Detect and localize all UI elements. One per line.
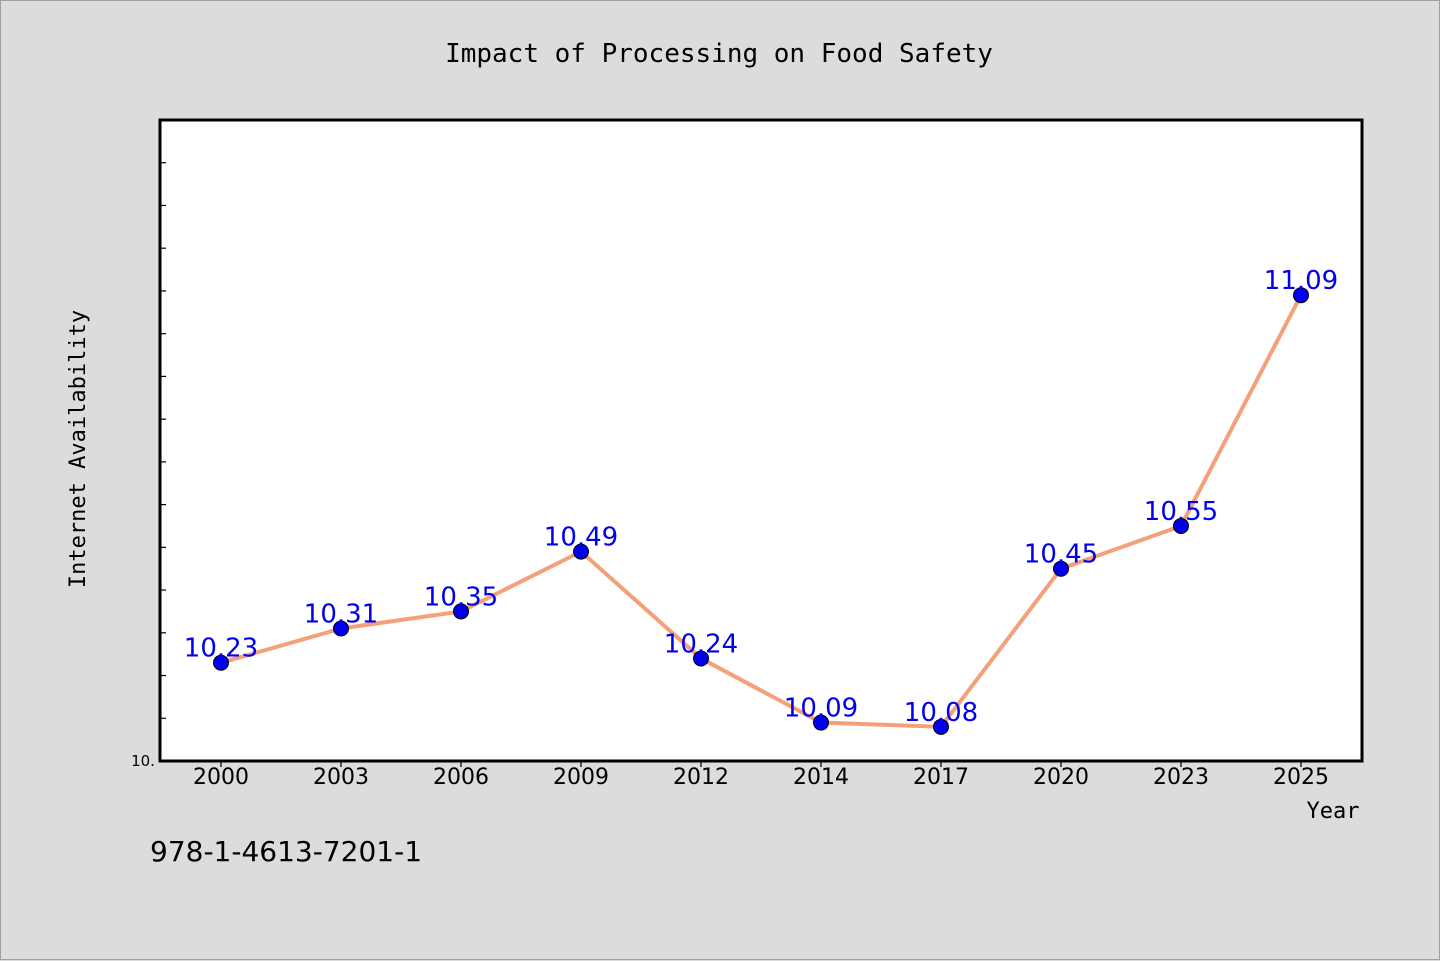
x-tick-label: 2014 [793, 765, 849, 790]
data-point [1293, 287, 1309, 304]
y-axis-ticks [159, 162, 166, 719]
data-point [813, 714, 829, 731]
data-label: 10.49 [544, 523, 618, 553]
data-point [1053, 560, 1069, 577]
x-tick-label: 2025 [1273, 765, 1329, 790]
x-tick-label: 2012 [673, 765, 729, 790]
x-axis-tick-labels: 2000 2003 2006 2009 2012 2014 2017 2020 2023 2025 [193, 765, 1329, 790]
y-tick-label: 10. [131, 752, 155, 770]
data-markers [213, 287, 1309, 735]
data-point [573, 543, 589, 560]
data-label: 10.31 [304, 600, 378, 630]
x-tick-label: 2000 [193, 765, 249, 790]
y-axis-label: Internet Availability [66, 310, 91, 588]
data-label: 11.09 [1264, 266, 1338, 296]
x-tick-label: 2006 [433, 765, 489, 790]
data-point [933, 718, 949, 735]
x-tick-label: 2009 [553, 765, 609, 790]
data-point [453, 603, 469, 620]
x-axis-label: Year [1307, 799, 1360, 824]
series-line [220, 294, 1303, 729]
data-label: 10.23 [184, 634, 258, 664]
x-tick-label: 2023 [1153, 765, 1209, 790]
data-label: 10.09 [784, 694, 858, 724]
data-point [1173, 517, 1189, 534]
data-label: 10.55 [1144, 497, 1218, 527]
data-label: 10.24 [664, 629, 738, 659]
x-tick-label: 2017 [913, 765, 969, 790]
data-label: 10.35 [424, 582, 498, 612]
footer-code: 978-1-4613-7201-1 [150, 835, 423, 868]
x-tick-label: 2020 [1033, 765, 1089, 790]
data-point [693, 650, 709, 667]
x-axis-ticks [220, 761, 1302, 767]
data-point [213, 654, 229, 671]
plot-area [158, 118, 1364, 763]
data-point [333, 620, 349, 637]
data-label: 10.45 [1024, 540, 1098, 570]
chart-title: Impact of Processing on Food Safety [445, 39, 993, 69]
data-label: 10.08 [904, 698, 978, 728]
data-labels: 10.23 10.31 10.35 10.49 10.24 10.09 10.08 10.45… [184, 266, 1338, 728]
x-tick-label: 2003 [313, 765, 369, 790]
